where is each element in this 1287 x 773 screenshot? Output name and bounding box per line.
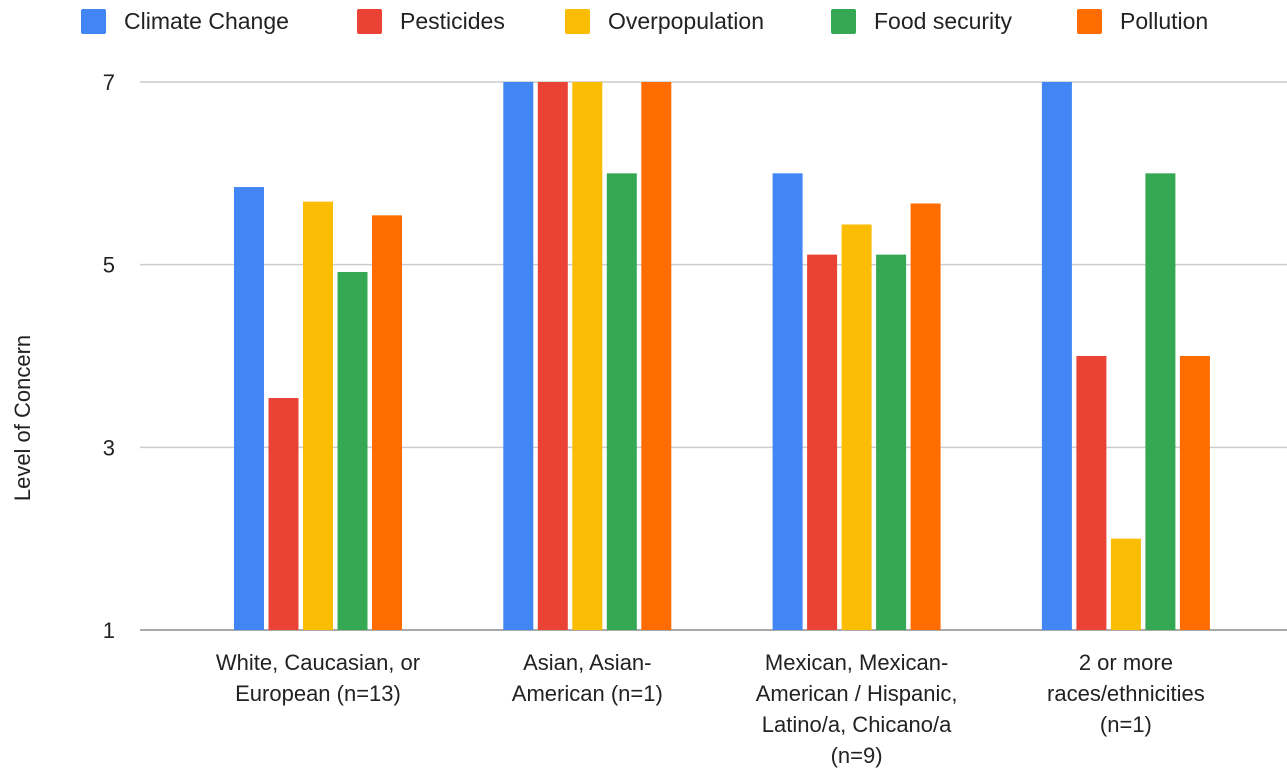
y-axis-title: Level of Concern <box>10 335 35 501</box>
bar-pesticides-2 <box>807 254 838 630</box>
bar-pollution-3 <box>1179 356 1210 630</box>
bar-overpopulation-0 <box>303 201 333 630</box>
legend-swatch <box>357 9 382 34</box>
y-tick-label: 7 <box>103 70 115 95</box>
bar-food-security-0 <box>337 271 368 630</box>
legend-label: Climate Change <box>124 8 289 34</box>
bar-climate-change-1 <box>503 82 534 630</box>
bar-pesticides-0 <box>268 398 299 630</box>
bar-overpopulation-3 <box>1110 538 1141 630</box>
y-tick-label: 5 <box>103 253 115 278</box>
legend-swatch <box>81 9 106 34</box>
legend-label: Food security <box>874 8 1013 34</box>
legend-label: Pesticides <box>400 8 505 34</box>
legend-swatch <box>1077 9 1102 34</box>
bar-pesticides-1 <box>537 82 568 630</box>
y-tick-label: 1 <box>103 618 115 643</box>
bar-pollution-0 <box>372 215 402 630</box>
legend-swatch <box>565 9 590 34</box>
bar-food-security-3 <box>1145 173 1176 631</box>
legend-item-overpopulation: Overpopulation <box>565 8 764 34</box>
bar-overpopulation-1 <box>572 82 603 630</box>
bar-climate-change-3 <box>1041 82 1072 630</box>
legend-label: Pollution <box>1120 8 1208 34</box>
x-axis-categories: White, Caucasian, or European (n=13) Asian… <box>216 650 1205 768</box>
legend-item-climate-change: Climate Change <box>81 8 289 34</box>
x-category-label: 2 or more races/ethnicities (n=1) <box>1047 650 1205 737</box>
bar-pesticides-3 <box>1076 356 1107 630</box>
legend-label: Overpopulation <box>608 8 764 34</box>
legend-item-pollution: Pollution <box>1077 8 1208 34</box>
legend-swatch <box>831 9 856 34</box>
bar-overpopulation-2 <box>841 224 872 631</box>
bar-climate-change-0 <box>234 187 264 631</box>
x-category-label: White, Caucasian, or European (n=13) <box>216 650 420 706</box>
legend: Climate Change Pesticides Overpopulation Fo… <box>81 8 1208 34</box>
bar-pollution-2 <box>910 203 941 630</box>
bar-climate-change-2 <box>772 173 803 631</box>
bar-food-security-2 <box>876 254 907 630</box>
x-category-label: Asian, Asian-American (n=1) <box>512 650 663 706</box>
y-axis-ticks: 1 3 5 7 <box>103 70 115 643</box>
x-category-label: Mexican, Mexican-American / Hispanic, Lat… <box>756 650 958 768</box>
bar-food-security-1 <box>606 173 637 631</box>
bars <box>234 82 1210 631</box>
bar-pollution-1 <box>641 82 672 630</box>
y-tick-label: 3 <box>103 435 115 460</box>
legend-item-food-security: Food security <box>831 8 1013 34</box>
legend-item-pesticides: Pesticides <box>357 8 505 34</box>
